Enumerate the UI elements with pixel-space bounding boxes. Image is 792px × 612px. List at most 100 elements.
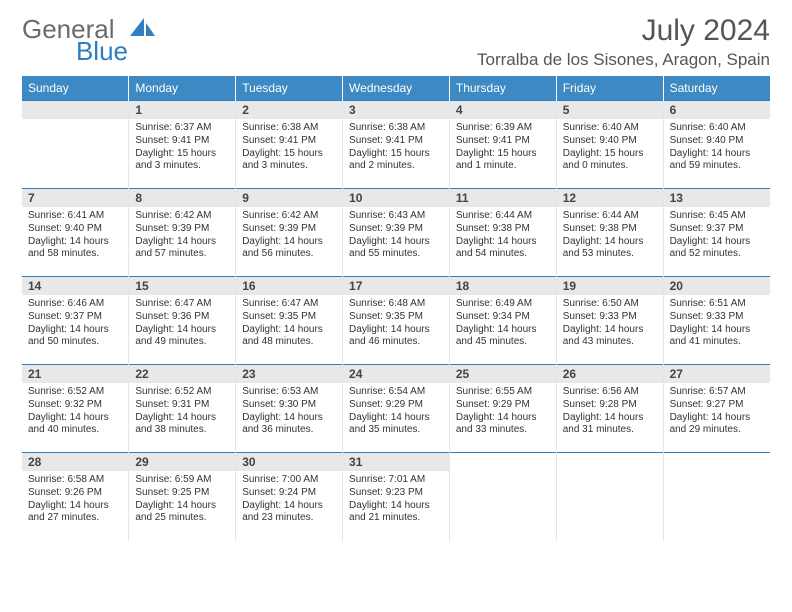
calendar-week-row: 7Sunrise: 6:41 AMSunset: 9:40 PMDaylight… xyxy=(22,189,770,277)
weekday-header: Saturday xyxy=(663,76,770,101)
day-number: 7 xyxy=(22,189,128,207)
calendar-day-cell: 6Sunrise: 6:40 AMSunset: 9:40 PMDaylight… xyxy=(663,101,770,189)
day-content: Sunrise: 6:38 AMSunset: 9:41 PMDaylight:… xyxy=(343,119,449,175)
day-content: Sunrise: 6:46 AMSunset: 9:37 PMDaylight:… xyxy=(22,295,128,351)
day-content: Sunrise: 6:41 AMSunset: 9:40 PMDaylight:… xyxy=(22,207,128,263)
calendar-day-cell: 18Sunrise: 6:49 AMSunset: 9:34 PMDayligh… xyxy=(449,277,556,365)
day-content: Sunrise: 6:45 AMSunset: 9:37 PMDaylight:… xyxy=(664,207,770,263)
day-number: 10 xyxy=(343,189,449,207)
day-content: Sunrise: 7:00 AMSunset: 9:24 PMDaylight:… xyxy=(236,471,342,527)
day-number: 23 xyxy=(236,365,342,383)
calendar-day-cell xyxy=(663,453,770,541)
calendar-body: 1Sunrise: 6:37 AMSunset: 9:41 PMDaylight… xyxy=(22,101,770,541)
calendar-day-cell: 29Sunrise: 6:59 AMSunset: 9:25 PMDayligh… xyxy=(129,453,236,541)
calendar-table: SundayMondayTuesdayWednesdayThursdayFrid… xyxy=(22,76,770,541)
calendar-day-cell: 22Sunrise: 6:52 AMSunset: 9:31 PMDayligh… xyxy=(129,365,236,453)
day-content: Sunrise: 6:53 AMSunset: 9:30 PMDaylight:… xyxy=(236,383,342,439)
calendar-day-cell: 5Sunrise: 6:40 AMSunset: 9:40 PMDaylight… xyxy=(556,101,663,189)
calendar-header-row: SundayMondayTuesdayWednesdayThursdayFrid… xyxy=(22,76,770,101)
empty-day-header xyxy=(22,101,128,119)
weekday-header: Sunday xyxy=(22,76,129,101)
calendar-day-cell: 1Sunrise: 6:37 AMSunset: 9:41 PMDaylight… xyxy=(129,101,236,189)
day-number: 16 xyxy=(236,277,342,295)
day-number: 1 xyxy=(129,101,235,119)
sail-icon xyxy=(130,18,156,38)
day-number: 8 xyxy=(129,189,235,207)
day-number: 4 xyxy=(450,101,556,119)
day-content: Sunrise: 6:52 AMSunset: 9:31 PMDaylight:… xyxy=(129,383,235,439)
header: General Blue July 2024 Torralba de los S… xyxy=(22,14,770,70)
day-number: 29 xyxy=(129,453,235,471)
day-number: 6 xyxy=(664,101,770,119)
calendar-week-row: 1Sunrise: 6:37 AMSunset: 9:41 PMDaylight… xyxy=(22,101,770,189)
day-number: 22 xyxy=(129,365,235,383)
calendar-day-cell: 8Sunrise: 6:42 AMSunset: 9:39 PMDaylight… xyxy=(129,189,236,277)
day-content: Sunrise: 6:39 AMSunset: 9:41 PMDaylight:… xyxy=(450,119,556,175)
calendar-day-cell: 21Sunrise: 6:52 AMSunset: 9:32 PMDayligh… xyxy=(22,365,129,453)
calendar-day-cell: 26Sunrise: 6:56 AMSunset: 9:28 PMDayligh… xyxy=(556,365,663,453)
calendar-day-cell: 23Sunrise: 6:53 AMSunset: 9:30 PMDayligh… xyxy=(236,365,343,453)
day-content: Sunrise: 6:56 AMSunset: 9:28 PMDaylight:… xyxy=(557,383,663,439)
day-content: Sunrise: 6:44 AMSunset: 9:38 PMDaylight:… xyxy=(557,207,663,263)
calendar-day-cell: 14Sunrise: 6:46 AMSunset: 9:37 PMDayligh… xyxy=(22,277,129,365)
day-content: Sunrise: 6:38 AMSunset: 9:41 PMDaylight:… xyxy=(236,119,342,175)
calendar-day-cell: 2Sunrise: 6:38 AMSunset: 9:41 PMDaylight… xyxy=(236,101,343,189)
day-number: 12 xyxy=(557,189,663,207)
calendar-day-cell: 9Sunrise: 6:42 AMSunset: 9:39 PMDaylight… xyxy=(236,189,343,277)
day-number: 30 xyxy=(236,453,342,471)
day-number: 5 xyxy=(557,101,663,119)
day-number: 17 xyxy=(343,277,449,295)
calendar-day-cell: 30Sunrise: 7:00 AMSunset: 9:24 PMDayligh… xyxy=(236,453,343,541)
day-number: 24 xyxy=(343,365,449,383)
day-content: Sunrise: 6:40 AMSunset: 9:40 PMDaylight:… xyxy=(664,119,770,175)
calendar-day-cell: 31Sunrise: 7:01 AMSunset: 9:23 PMDayligh… xyxy=(343,453,450,541)
brand-logo: General Blue xyxy=(22,14,152,45)
calendar-day-cell: 19Sunrise: 6:50 AMSunset: 9:33 PMDayligh… xyxy=(556,277,663,365)
calendar-day-cell xyxy=(556,453,663,541)
day-content: Sunrise: 6:57 AMSunset: 9:27 PMDaylight:… xyxy=(664,383,770,439)
day-content: Sunrise: 6:51 AMSunset: 9:33 PMDaylight:… xyxy=(664,295,770,351)
day-content: Sunrise: 6:54 AMSunset: 9:29 PMDaylight:… xyxy=(343,383,449,439)
calendar-day-cell: 27Sunrise: 6:57 AMSunset: 9:27 PMDayligh… xyxy=(663,365,770,453)
calendar-week-row: 14Sunrise: 6:46 AMSunset: 9:37 PMDayligh… xyxy=(22,277,770,365)
location: Torralba de los Sisones, Aragon, Spain xyxy=(477,50,770,70)
calendar-day-cell: 10Sunrise: 6:43 AMSunset: 9:39 PMDayligh… xyxy=(343,189,450,277)
day-number: 2 xyxy=(236,101,342,119)
day-number: 13 xyxy=(664,189,770,207)
day-number: 20 xyxy=(664,277,770,295)
day-number: 18 xyxy=(450,277,556,295)
weekday-header: Monday xyxy=(129,76,236,101)
day-number: 25 xyxy=(450,365,556,383)
calendar-day-cell: 24Sunrise: 6:54 AMSunset: 9:29 PMDayligh… xyxy=(343,365,450,453)
day-content: Sunrise: 6:43 AMSunset: 9:39 PMDaylight:… xyxy=(343,207,449,263)
day-content: Sunrise: 6:58 AMSunset: 9:26 PMDaylight:… xyxy=(22,471,128,527)
calendar-day-cell: 4Sunrise: 6:39 AMSunset: 9:41 PMDaylight… xyxy=(449,101,556,189)
weekday-header: Thursday xyxy=(449,76,556,101)
day-number: 11 xyxy=(450,189,556,207)
day-content: Sunrise: 6:42 AMSunset: 9:39 PMDaylight:… xyxy=(236,207,342,263)
day-content: Sunrise: 6:47 AMSunset: 9:36 PMDaylight:… xyxy=(129,295,235,351)
day-number: 14 xyxy=(22,277,128,295)
calendar-day-cell: 17Sunrise: 6:48 AMSunset: 9:35 PMDayligh… xyxy=(343,277,450,365)
day-content: Sunrise: 6:40 AMSunset: 9:40 PMDaylight:… xyxy=(557,119,663,175)
calendar-day-cell: 11Sunrise: 6:44 AMSunset: 9:38 PMDayligh… xyxy=(449,189,556,277)
day-content: Sunrise: 6:50 AMSunset: 9:33 PMDaylight:… xyxy=(557,295,663,351)
weekday-header: Friday xyxy=(556,76,663,101)
day-content: Sunrise: 6:37 AMSunset: 9:41 PMDaylight:… xyxy=(129,119,235,175)
title-block: July 2024 Torralba de los Sisones, Arago… xyxy=(477,14,770,70)
brand-part2: Blue xyxy=(76,36,128,67)
day-content: Sunrise: 6:52 AMSunset: 9:32 PMDaylight:… xyxy=(22,383,128,439)
calendar-day-cell: 28Sunrise: 6:58 AMSunset: 9:26 PMDayligh… xyxy=(22,453,129,541)
day-content: Sunrise: 6:55 AMSunset: 9:29 PMDaylight:… xyxy=(450,383,556,439)
day-content: Sunrise: 6:47 AMSunset: 9:35 PMDaylight:… xyxy=(236,295,342,351)
day-number: 26 xyxy=(557,365,663,383)
calendar-day-cell: 15Sunrise: 6:47 AMSunset: 9:36 PMDayligh… xyxy=(129,277,236,365)
day-number: 28 xyxy=(22,453,128,471)
calendar-day-cell: 13Sunrise: 6:45 AMSunset: 9:37 PMDayligh… xyxy=(663,189,770,277)
month-title: July 2024 xyxy=(477,14,770,48)
day-content: Sunrise: 6:59 AMSunset: 9:25 PMDaylight:… xyxy=(129,471,235,527)
day-content: Sunrise: 6:48 AMSunset: 9:35 PMDaylight:… xyxy=(343,295,449,351)
day-number: 3 xyxy=(343,101,449,119)
calendar-day-cell xyxy=(22,101,129,189)
day-content: Sunrise: 6:49 AMSunset: 9:34 PMDaylight:… xyxy=(450,295,556,351)
